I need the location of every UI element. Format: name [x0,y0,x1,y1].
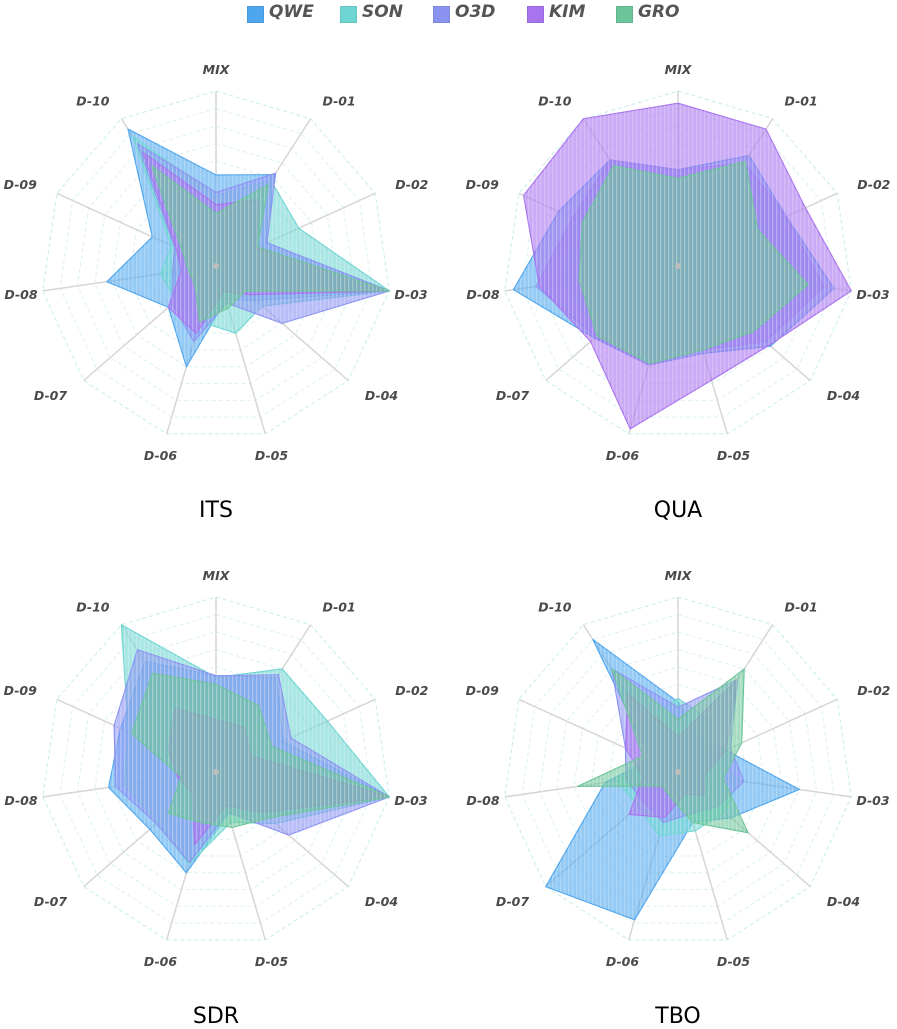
grid-ring [504,596,852,941]
grid-ring [42,596,390,941]
legend-swatch [340,6,357,23]
axis-label-d-01: D-01 [785,93,818,108]
axis-label-d-06: D-06 [144,954,177,969]
axis-label-d-04: D-04 [827,388,860,403]
radar-chart-tbo: MIX D-01 D-02 D-03 D-04 D-05 D-06 D-07 D-08 D-09 D… [466,568,891,969]
axis-label-d-09: D-09 [466,177,499,192]
grid-ring [590,683,766,857]
legend-swatch [433,6,450,23]
grid-ring [538,631,818,907]
axis-label-mix: MIX [665,568,693,583]
legend-label: SON [362,2,403,22]
axis-label-d-02: D-02 [395,683,428,698]
grid-ring [76,125,356,401]
axis-label-d-04: D-04 [365,894,398,909]
axis-label-mix: MIX [665,62,693,77]
grid-ring [111,160,321,368]
legend-swatch [527,6,544,23]
axis-label-d-10: D-10 [76,93,109,108]
axis-label-d-07: D-07 [34,388,67,403]
legend-label: O3D [455,2,496,22]
radar-chart-sdr: MIX D-01 D-02 D-03 D-04 D-05 D-06 D-07 D-08 D-09 D… [4,568,429,969]
axis-label-d-05: D-05 [717,448,750,463]
axis-label-d-04: D-04 [365,388,398,403]
series-stripes [579,161,808,364]
grid-ring [59,107,373,418]
axis-label-d-02: D-02 [857,683,890,698]
axis-label-d-06: D-06 [606,954,639,969]
axis-label-d-09: D-09 [4,683,37,698]
radar-chart-qua: MIX D-01 D-02 D-03 D-04 D-05 D-06 D-07 D-08 D-09 D… [466,62,891,463]
axis-label-d-05: D-05 [255,448,288,463]
axis-label-d-08: D-08 [466,287,499,302]
axis-label-d-07: D-07 [496,388,529,403]
axis-label-mix: MIX [203,62,231,77]
axis-label-d-09: D-09 [4,177,37,192]
axis-label-d-03: D-03 [856,793,889,808]
axis-label-d-06: D-06 [606,448,639,463]
series-stripes [151,165,390,322]
axis-label-d-02: D-02 [395,177,428,192]
series-gro [131,672,390,829]
axis-label-d-08: D-08 [466,793,499,808]
series-gro [151,165,390,323]
grid-ring [76,631,356,907]
axis-label-d-01: D-01 [785,599,818,614]
grid-ring [42,90,390,435]
chart-title-sdr: SDR [192,1004,240,1029]
grid-ring [573,666,783,874]
axis-label-d-03: D-03 [394,287,427,302]
chart-title-qua: QUA [653,498,703,523]
legend: QWE SON O3D KIM GRO [0,0,897,26]
axis-label-d-08: D-08 [4,793,37,808]
axis-label-mix: MIX [203,568,231,583]
series-stripes [131,673,390,828]
series-gro [578,160,809,364]
axis-label-d-01: D-01 [323,599,356,614]
axis-label-d-03: D-03 [856,287,889,302]
chart-title-its: ITS [199,498,233,523]
center-point [675,769,681,775]
radar-chart-its: MIX D-01 D-02 D-03 D-04 D-05 D-06 D-07 D-08 D-09 D… [4,62,429,463]
grid-ring [556,648,800,891]
series-gro [576,668,749,834]
grid-ring [521,613,835,924]
grid-ring [128,177,304,351]
grid-ring [94,142,338,385]
axis-label-d-08: D-08 [4,287,37,302]
series-stripes [577,668,749,833]
grid-ring [59,613,373,924]
axis-label-d-10: D-10 [538,93,571,108]
chart-title-tbo: TBO [655,1004,701,1029]
center-point [213,769,219,775]
axis-label-d-02: D-02 [857,177,890,192]
axis-label-d-07: D-07 [34,894,67,909]
grid-ring [504,90,852,435]
center-point [213,263,219,269]
axis-label-d-07: D-07 [496,894,529,909]
legend-label: QWE [269,2,314,22]
legend-swatch [247,6,264,23]
legend-label: GRO [638,2,680,22]
axis-label-d-10: D-10 [538,599,571,614]
legend-label: KIM [549,2,586,22]
legend-swatch [616,6,633,23]
axis-label-d-06: D-06 [144,448,177,463]
axis-label-d-04: D-04 [827,894,860,909]
axis-label-d-03: D-03 [394,793,427,808]
axis-label-d-05: D-05 [717,954,750,969]
axis-label-d-10: D-10 [76,599,109,614]
center-point [675,263,681,269]
axis-label-d-01: D-01 [323,93,356,108]
axis-label-d-05: D-05 [255,954,288,969]
axis-label-d-09: D-09 [466,683,499,698]
